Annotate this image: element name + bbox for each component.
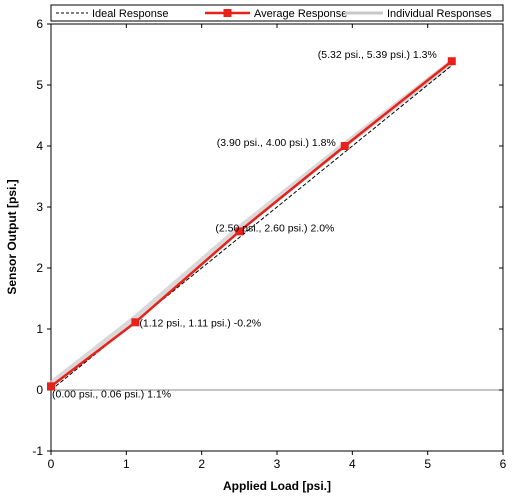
plot-area xyxy=(50,23,504,452)
data-point xyxy=(47,382,55,391)
y-tick-label: 6 xyxy=(36,17,43,31)
data-point xyxy=(447,57,456,66)
annotation-layer: (0.00 psi., 0.06 psi.) 1.1% (1.12 psi., 1… xyxy=(52,49,437,400)
x-tick-label: 0 xyxy=(48,457,55,471)
data-label: (5.32 psi., 5.39 psi.) 1.3% xyxy=(318,49,437,61)
x-tick-label: 4 xyxy=(349,457,356,471)
legend-label: Average Response xyxy=(254,8,347,20)
x-tick-label: 2 xyxy=(198,457,205,471)
axes: 0 1 2 3 4 5 6 -1 0 1 2 3 4 5 6 xyxy=(32,17,506,471)
x-tick-label: 5 xyxy=(424,457,431,471)
legend: Ideal Response Average Response Individual… xyxy=(50,4,504,22)
x-axis-title: Applied Load [psi.] xyxy=(223,479,331,493)
y-tick-label: 4 xyxy=(36,139,43,153)
y-tick-label: -1 xyxy=(32,444,43,458)
data-label: (2.50 psi., 2.60 psi.) 2.0% xyxy=(215,222,334,234)
legend-marker xyxy=(223,9,232,17)
y-axis-title: Sensor Output [psi.] xyxy=(5,179,19,294)
data-label: (0.00 psi., 0.06 psi.) 1.1% xyxy=(52,388,171,400)
y-tick-label: 0 xyxy=(36,383,43,397)
data-label: (1.12 psi., 1.11 psi.) -0.2% xyxy=(139,317,261,329)
x-tick-label: 1 xyxy=(123,457,130,471)
y-tick-label: 1 xyxy=(36,322,43,336)
y-tick-label: 5 xyxy=(36,78,43,92)
x-tick-label: 6 xyxy=(500,457,507,471)
data-point xyxy=(131,318,140,327)
legend-label: Individual Responses xyxy=(387,8,492,20)
legend-label: Ideal Response xyxy=(92,8,168,20)
data-point xyxy=(340,142,349,150)
legend-box xyxy=(50,4,504,22)
y-tick-label: 3 xyxy=(36,200,43,214)
x-tick-label: 3 xyxy=(274,457,281,471)
data-label: (3.90 psi., 4.00 psi.) 1.8% xyxy=(217,137,336,149)
y-tick-label: 2 xyxy=(36,261,43,275)
series-layer xyxy=(47,57,456,391)
data-point xyxy=(235,227,244,236)
